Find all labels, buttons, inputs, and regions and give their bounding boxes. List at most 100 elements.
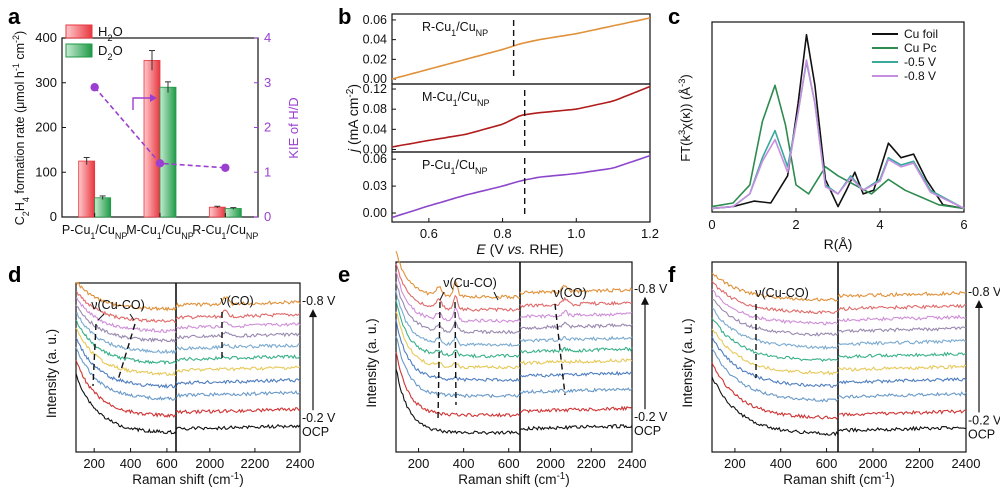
x-tick-label: 2200	[240, 456, 269, 471]
y-axis-label-part: cm	[13, 43, 27, 63]
legend-swatch-h2o	[65, 24, 93, 39]
legend-label-d2o-part: O	[113, 43, 123, 58]
x-tick-label: 400	[453, 456, 475, 471]
y-axis-label: FT(k3χ(κ)) (Å-3)	[677, 74, 693, 162]
y-axis-label-part: -1	[11, 63, 21, 71]
x-axis-label-text-part: -1	[557, 471, 566, 482]
panel-b: 0.000.020.040.06R-Cu1/CuNP0.000.040.080.…	[345, 13, 660, 257]
peak-marker	[437, 301, 441, 421]
x-axis-label-text-part: )	[239, 472, 244, 487]
x-tick-label: 4	[876, 217, 883, 232]
series-label-1-part: /Cu	[458, 90, 478, 104]
y-tick-label: 0.06	[363, 13, 387, 27]
y-axis-label-part: -2	[345, 88, 356, 97]
y-axis-label-part: )	[678, 74, 693, 78]
x-tick-label: 0	[708, 217, 715, 232]
spectrum-high-9	[175, 406, 301, 415]
series-label-0: R-Cu1/CuNP	[422, 20, 488, 38]
y-axis-label: j (mA cm-2)	[345, 84, 362, 154]
y-axis-label-part: -2	[11, 35, 21, 43]
y-tick-label: 0.04	[363, 122, 387, 136]
category-label-0-part: P-Cu	[62, 223, 91, 237]
potential-label-low: -0.2 V	[302, 411, 336, 425]
spectrum-low-10	[75, 373, 177, 435]
spectrum-low-8	[711, 348, 839, 403]
spectrum-high-5	[837, 351, 967, 360]
y-tick-label: 0.00	[363, 72, 387, 86]
spectrum-high-8	[837, 391, 967, 399]
spectrum-high-3	[519, 321, 633, 331]
spectrum-low-0	[75, 281, 177, 312]
spectrum-low-8	[75, 346, 177, 401]
x-axis-label: R(Å)	[824, 236, 853, 252]
legend-label-h2o-part: 2	[107, 33, 112, 43]
x-axis-label-text: Raman shift (cm-1)	[458, 471, 569, 488]
plot-frame	[711, 261, 967, 453]
spectrum-low-4	[711, 307, 839, 351]
y-tick-label: 300	[35, 75, 57, 90]
y-tick-label: 200	[35, 120, 57, 135]
spectrum-high-5	[519, 346, 633, 354]
category-label-1-part: 1	[157, 231, 162, 241]
x-tick-label: 2200	[577, 456, 606, 471]
y-tick-label: 0.08	[363, 102, 387, 116]
panel-label-b: b	[338, 4, 351, 29]
panel-e: 200 400 600 2000 2200 2400 Raman shift (cm-1) I…	[364, 251, 668, 487]
spectrum-low-1	[75, 291, 177, 324]
x-tick-label: 600	[498, 456, 520, 471]
category-label-2-part: /Cu	[226, 223, 246, 237]
kie-tick-label: 1	[264, 164, 271, 179]
category-label-2-part: 1	[221, 231, 226, 241]
kie-axis-label: KIE of H/D	[286, 97, 301, 158]
peak-label-co: ν(CO)	[220, 294, 253, 308]
y-axis-label-part: )	[13, 31, 27, 35]
spectrum-high-7	[837, 377, 967, 385]
bar-H2O	[78, 160, 96, 218]
y-tick-label: 0.12	[363, 82, 387, 96]
x-tick-label: 2400	[286, 456, 315, 471]
peak-marker	[554, 303, 566, 396]
x-axis-label-text-part: Raman shift (cm	[132, 472, 230, 487]
spectrum-low-10	[395, 368, 521, 436]
y-tick-label: 0	[50, 209, 57, 224]
category-label-0-part: NP	[115, 231, 128, 241]
panel-label-d: d	[8, 262, 21, 287]
spectrum-high-1	[837, 303, 967, 311]
kie-arrow-head	[150, 94, 157, 102]
y-axis-label-part: -3	[677, 79, 687, 87]
bar-D2O	[224, 208, 242, 218]
legend-label-d2o-part: D	[98, 43, 107, 58]
y-axis-label-part: (mA cm	[345, 98, 361, 149]
x-tick-label: 2000	[858, 456, 887, 471]
category-label-1: M-Cu1/CuNP	[126, 223, 194, 241]
panel-a: 010020030040001234P-Cu1/CuNPM-Cu1/CuNPR-…	[11, 24, 301, 241]
y-axis-label-part: )	[345, 84, 361, 89]
potential-label-high: -0.8 V	[634, 282, 668, 296]
peak-label-cu-co: ν(Cu-CO)	[91, 298, 144, 312]
spectrum-low-0	[711, 272, 839, 302]
spectrum-low-6	[711, 328, 839, 376]
plot-frame	[711, 21, 965, 213]
y-tick-label: 0.04	[363, 33, 387, 47]
spectrum-low-5	[711, 317, 839, 363]
legend-swatch-d2o	[65, 43, 93, 58]
potential-arrow-head	[641, 296, 649, 305]
peak-leader	[439, 291, 445, 301]
panel-f: 200 400 600 2000 2200 2400 Raman shift (cm-1) I…	[680, 261, 1000, 487]
spectrum-high-6	[519, 358, 633, 366]
y-tick-label: 100	[35, 164, 57, 179]
series-label-1: M-Cu1/CuNP	[422, 90, 490, 108]
spectrum-high-2	[175, 321, 301, 330]
y-axis-label-part: 2	[21, 211, 31, 216]
bar-H2O	[143, 59, 161, 218]
category-label-2: R-Cu1/CuNP	[192, 223, 258, 241]
kie-tick-label: 0	[264, 209, 271, 224]
x-tick-label: 2000	[536, 456, 565, 471]
series-label-2-part: /Cu	[456, 158, 476, 172]
spectrum-high-1	[519, 296, 633, 309]
x-axis-label: E (V vs. RHE)	[476, 241, 563, 257]
legend-label: Cu Pc	[904, 41, 937, 55]
legend-label: Cu foil	[904, 27, 938, 41]
potential-label-low: -0.2 V	[634, 410, 668, 424]
